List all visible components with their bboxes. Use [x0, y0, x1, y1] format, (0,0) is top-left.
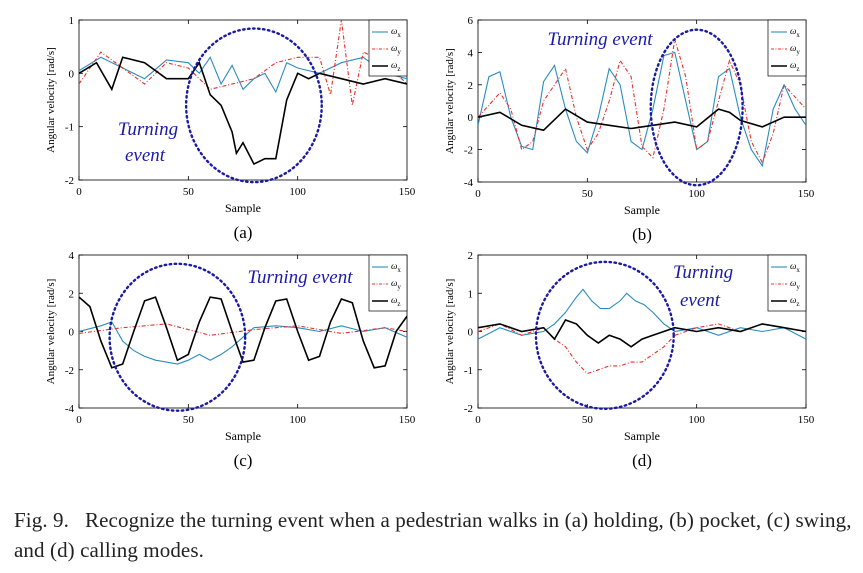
y-tick-label: 0: [69, 68, 75, 80]
legend-label: ωy: [391, 278, 401, 291]
y-axis-label: Angular velocity [rad/s]: [444, 48, 456, 154]
legend-label: ωy: [391, 43, 401, 56]
x-tick-label: 50: [183, 186, 195, 198]
series-group: [79, 20, 407, 166]
turning-event-circle: [108, 262, 247, 412]
x-axis-label: Sample: [225, 429, 261, 443]
legend-label: ωx: [790, 26, 800, 39]
series-group: [79, 296, 407, 369]
legend-label: ωx: [391, 261, 401, 274]
annotation-text: Turning event: [673, 262, 733, 311]
y-tick-label: 0: [468, 112, 474, 124]
y-tick-label: 2: [468, 250, 474, 262]
x-tick-label: 150: [399, 414, 416, 426]
series-line-ωz: [79, 296, 407, 369]
figure-caption-text: Recognize the turning event when a pedes…: [14, 508, 852, 562]
panel-label: (d): [632, 451, 652, 470]
x-tick-label: 100: [688, 414, 705, 426]
x-tick-label: 50: [582, 414, 594, 426]
series-line-ωx: [79, 321, 407, 365]
legend-label: ωz: [391, 295, 400, 308]
series-line-ωy: [79, 323, 407, 336]
x-tick-label: 0: [76, 414, 82, 426]
legend-box: [767, 19, 807, 77]
legend-label: ωz: [790, 295, 799, 308]
y-tick-label: -2: [464, 403, 473, 415]
x-tick-label: 50: [582, 188, 594, 200]
legend-box: [767, 254, 807, 312]
figure-number: Fig. 9.: [14, 508, 69, 532]
y-tick-label: -1: [464, 365, 473, 377]
legend-label: ωz: [391, 60, 400, 73]
y-tick-label: -1: [65, 122, 74, 134]
turning-event-circle: [649, 28, 744, 187]
x-tick-label: 150: [399, 186, 416, 198]
x-axis-label: Sample: [624, 429, 660, 443]
y-tick-label: -2: [65, 175, 74, 187]
plot-area: [477, 254, 807, 409]
series-group: [478, 288, 806, 375]
y-tick-label: -4: [65, 403, 75, 415]
annotation-text: Turning event: [247, 267, 353, 288]
y-tick-label: -4: [464, 177, 474, 189]
x-axis-label: Sample: [624, 203, 660, 217]
y-tick-label: -2: [464, 145, 473, 157]
y-tick-label: 1: [69, 15, 75, 27]
y-axis-label: Angular velocity [rad/s]: [45, 279, 57, 385]
x-tick-label: 100: [289, 186, 306, 198]
y-tick-label: 2: [468, 80, 474, 92]
legend-label: ωx: [391, 26, 401, 39]
legend-label: ωz: [790, 60, 799, 73]
series-line-ωy: [79, 20, 407, 106]
x-tick-label: 50: [183, 414, 195, 426]
x-tick-label: 150: [798, 188, 815, 200]
y-axis-label: Angular velocity [rad/s]: [444, 279, 456, 385]
x-tick-label: 100: [688, 188, 705, 200]
chart-panel-3: 0 50 100 150 -4 -2 0 2 4 Sample Angular velocity […: [45, 250, 416, 470]
x-axis-label: Sample: [225, 201, 261, 215]
turning-event-circle: [184, 27, 323, 184]
y-tick-label: 0: [69, 327, 75, 339]
y-tick-label: 4: [69, 250, 75, 262]
annotation-text: Turning event: [118, 119, 178, 166]
series-line-ωy: [478, 39, 806, 164]
x-tick-label: 150: [798, 414, 815, 426]
annotation-text: Turning event: [547, 29, 653, 50]
series-line-ωx: [478, 51, 806, 168]
panel-label: (a): [234, 223, 253, 242]
chart-panel-1: 0 50 100 150 -2 -1 0 1 Sample Angular velocity [r…: [45, 15, 416, 242]
chart-panel-4: 0 50 100 150 -2 -1 0 1 2 Sample Angular velocity […: [444, 250, 815, 470]
x-tick-label: 100: [289, 414, 306, 426]
y-tick-label: -2: [65, 365, 74, 377]
legend-label: ωx: [790, 261, 800, 274]
series-line-ωx: [478, 288, 806, 340]
y-axis-label: Angular velocity [rad/s]: [45, 47, 57, 153]
panel-label: (c): [234, 451, 253, 470]
x-tick-label: 0: [475, 188, 481, 200]
legend-label: ωy: [790, 43, 800, 56]
series-line-ωz: [478, 319, 806, 348]
plot-area: [477, 19, 807, 183]
y-tick-label: 1: [468, 288, 474, 300]
legend-label: ωy: [790, 278, 800, 291]
series-line-ωx: [79, 56, 407, 94]
y-tick-label: 4: [468, 47, 474, 59]
y-tick-label: 0: [468, 327, 474, 339]
legend-box: [368, 19, 408, 77]
chart-panel-2: 0 50 100 150 -4 -2 0 2 4 6 Sample Angular velocity …: [444, 15, 815, 244]
panel-label: (b): [632, 225, 652, 244]
series-group: [478, 39, 806, 168]
x-tick-label: 0: [76, 186, 82, 198]
figure-caption: Fig. 9. Recognize the turning event when…: [14, 505, 859, 565]
series-line-ωz: [478, 108, 806, 132]
legend-box: [368, 254, 408, 312]
x-tick-label: 0: [475, 414, 481, 426]
turning-event-circle: [534, 260, 675, 410]
y-tick-label: 2: [69, 288, 75, 300]
y-tick-label: 6: [468, 15, 474, 27]
series-line-ωz: [79, 56, 407, 166]
